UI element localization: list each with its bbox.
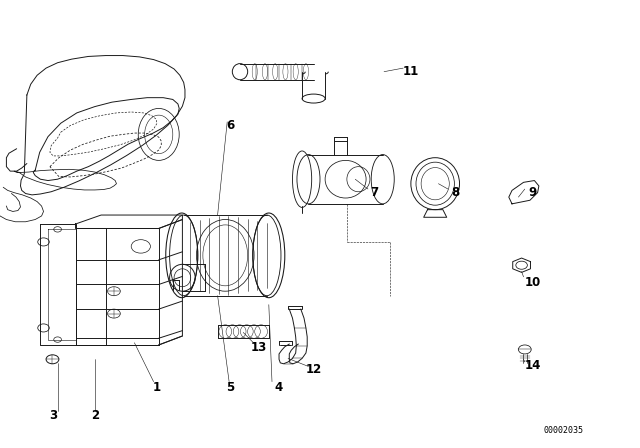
Text: 3: 3 — [49, 409, 57, 422]
Text: 10: 10 — [524, 276, 541, 289]
Text: 1: 1 — [153, 381, 161, 394]
Text: 9: 9 — [529, 186, 536, 199]
Text: 6: 6 — [227, 119, 234, 132]
Text: 8: 8 — [452, 186, 460, 199]
Text: 00002035: 00002035 — [543, 426, 583, 435]
Text: 11: 11 — [403, 65, 419, 78]
Text: 5: 5 — [227, 381, 234, 394]
Text: 13: 13 — [251, 340, 268, 354]
Text: 14: 14 — [524, 358, 541, 372]
Text: 7: 7 — [371, 186, 378, 199]
Text: 4: 4 — [275, 381, 282, 394]
Text: 2: 2 — [91, 409, 99, 422]
Text: 12: 12 — [305, 363, 322, 376]
